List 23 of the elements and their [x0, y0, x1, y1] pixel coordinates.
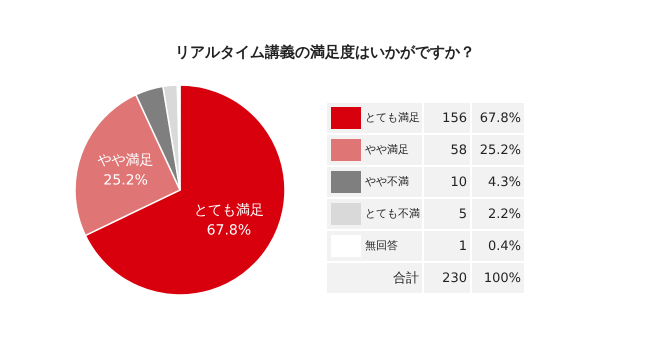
text: 67.8% — [480, 111, 521, 126]
text: 230 — [442, 271, 467, 286]
data-label: 2.2% — [488, 207, 521, 222]
text: 25.2% — [480, 143, 521, 158]
text: 58 — [450, 143, 467, 158]
legend-label: とても不満 — [365, 207, 420, 220]
slice-label: やや満足 — [98, 152, 154, 169]
text: 156 — [442, 111, 467, 126]
data-label: 25.2% — [103, 172, 148, 189]
legend-label: とても満足 — [365, 111, 420, 124]
chart-title: リアルタイム講義の満足度はいかがですか？ — [175, 43, 475, 61]
data-label: 67.8% — [206, 222, 252, 239]
text: 5 — [458, 207, 467, 222]
data-label: 4.3% — [488, 175, 521, 190]
text: 合計 — [393, 271, 419, 286]
text: 100% — [484, 271, 521, 286]
legend-label: 無回答 — [365, 239, 398, 252]
slice-label: とても満足 — [194, 202, 264, 219]
text: 1 — [458, 239, 467, 254]
data-label: 0.4% — [488, 239, 521, 254]
legend-label: やや満足 — [365, 143, 409, 156]
legend-label: やや不満 — [365, 175, 409, 188]
text: 10 — [450, 175, 467, 190]
